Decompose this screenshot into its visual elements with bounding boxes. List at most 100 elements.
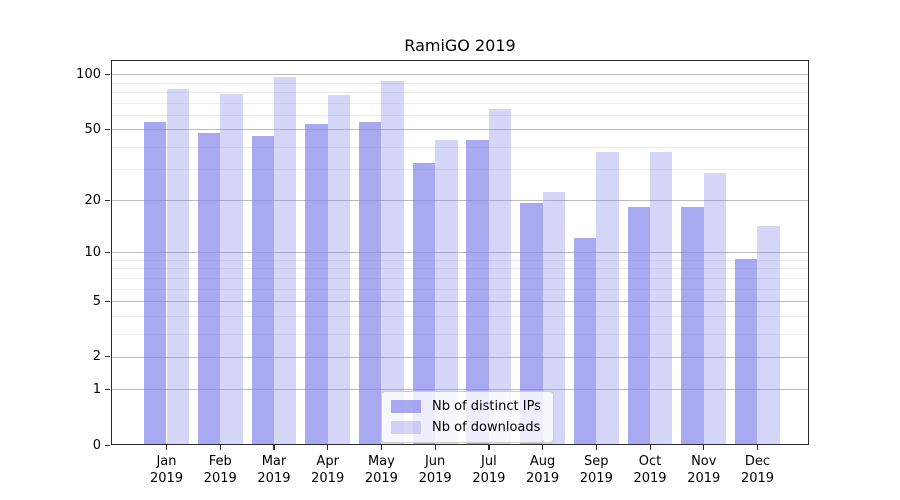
y-gridline-minor (112, 277, 808, 279)
y-tick (105, 128, 110, 130)
y-gridline-major (112, 389, 808, 391)
x-tick-label-year: 2019 (149, 471, 184, 486)
x-tick-label-month: Dec (744, 454, 771, 469)
x-tick (219, 445, 221, 450)
bar-distinct-ips-jul (466, 139, 489, 444)
bar-downloads-aug (542, 192, 565, 444)
x-tick-label-month: Mar (261, 454, 287, 469)
x-tick-label-month: Jun (424, 454, 446, 469)
x-tick-label: Sep 2019 (566, 453, 626, 487)
bar-distinct-ips-oct (627, 207, 651, 444)
legend-item-distinct-ips: Nb of distinct IPs (391, 399, 541, 414)
bar-downloads-jun (435, 139, 458, 444)
x-tick (434, 445, 436, 450)
bar-distinct-ips-mar (251, 136, 274, 444)
x-tick-label-year: 2019 (579, 471, 613, 486)
y-tick-label: 5 (92, 293, 101, 309)
bar-downloads-sep (596, 151, 619, 444)
x-tick-label: Feb 2019 (190, 453, 250, 487)
x-tick-label-year: 2019 (257, 471, 291, 486)
y-tick-label: 2 (92, 349, 101, 365)
x-tick-label: Jun 2019 (405, 453, 465, 487)
x-tick-label: Jul 2019 (459, 453, 519, 487)
y-tick (105, 444, 110, 446)
y-gridline-minor (112, 260, 808, 261)
y-tick-label: 0 (92, 437, 101, 453)
y-tick (105, 388, 110, 390)
y-gridline-major (112, 129, 808, 131)
bar-downloads-apr (327, 95, 351, 444)
bar-distinct-ips-jan (144, 122, 167, 444)
x-tick (542, 445, 544, 450)
legend-swatch-distinct-ips (391, 400, 421, 413)
x-tick-label-year: 2019 (418, 471, 452, 486)
y-tick (105, 356, 110, 358)
x-tick (649, 445, 651, 450)
bar-downloads-jul (488, 108, 512, 444)
x-tick (703, 445, 705, 450)
y-gridline-minor (112, 315, 808, 317)
y-tick-label: 10 (84, 244, 101, 260)
x-tick (488, 445, 490, 450)
bar-distinct-ips-apr (305, 123, 328, 444)
y-tick-label: 100 (76, 66, 101, 82)
x-tick-label-month: Oct (638, 454, 662, 469)
bar-distinct-ips-sep (573, 237, 597, 444)
y-gridline-minor (112, 146, 808, 148)
bar-downloads-dec (757, 226, 780, 444)
x-tick-label-year: 2019 (472, 471, 506, 486)
bar-distinct-ips-feb (197, 132, 221, 444)
x-tick-label-year: 2019 (740, 471, 775, 486)
legend: Nb of distinct IPs Nb of downloads (381, 391, 554, 443)
x-tick-label: Aug 2019 (513, 453, 573, 487)
legend-label-distinct-ips: Nb of distinct IPs (432, 399, 541, 414)
x-tick-label-month: Jan (156, 454, 177, 469)
y-gridline-minor (112, 102, 808, 104)
y-tick (105, 300, 110, 302)
x-tick-label-month: Sep (584, 454, 609, 469)
x-tick-label-year: 2019 (311, 471, 345, 486)
y-gridline-minor (112, 288, 808, 290)
bar-downloads-oct (650, 151, 673, 444)
x-tick (380, 445, 383, 450)
plot-area (111, 60, 809, 445)
y-gridline-minor (112, 268, 808, 270)
x-tick-label-month: Nov (691, 454, 717, 469)
x-tick-label-month: Jul (481, 454, 497, 469)
y-gridline-minor (112, 169, 808, 171)
x-tick-label-month: Feb (208, 454, 232, 469)
x-tick-label-year: 2019 (687, 471, 721, 486)
y-gridline-major (112, 301, 808, 303)
bar-distinct-ips-nov (681, 207, 704, 444)
y-tick (105, 199, 110, 202)
legend-item-downloads: Nb of downloads (391, 420, 541, 435)
x-tick-label-month: May (367, 454, 395, 469)
x-tick (273, 445, 275, 450)
x-tick (327, 445, 329, 450)
x-tick-label: May 2019 (351, 453, 411, 487)
y-tick-label: 1 (92, 381, 101, 397)
bar-downloads-nov (703, 173, 727, 444)
x-tick (595, 445, 597, 450)
y-gridline-major (112, 74, 808, 76)
x-tick-label: Jan 2019 (137, 453, 197, 487)
y-tick (105, 73, 110, 75)
y-gridline-major (112, 356, 808, 358)
x-tick-label-year: 2019 (526, 471, 560, 486)
y-gridline-minor (112, 91, 808, 93)
y-gridline-minor (112, 114, 808, 116)
bar-distinct-ips-dec (735, 259, 758, 444)
x-tick-label-month: Apr (316, 454, 339, 469)
bar-distinct-ips-jun (412, 163, 436, 444)
bar-downloads-jan (166, 88, 189, 444)
x-tick-label: Mar 2019 (244, 453, 304, 487)
x-tick-label-year: 2019 (633, 471, 667, 486)
legend-swatch-downloads (391, 421, 421, 434)
x-tick-label: Apr 2019 (298, 453, 358, 487)
y-tick (105, 251, 110, 254)
y-gridline-minor (112, 82, 808, 84)
x-tick-label-year: 2019 (203, 471, 237, 486)
bar-downloads-may (381, 80, 404, 444)
y-tick-label: 50 (84, 121, 101, 137)
